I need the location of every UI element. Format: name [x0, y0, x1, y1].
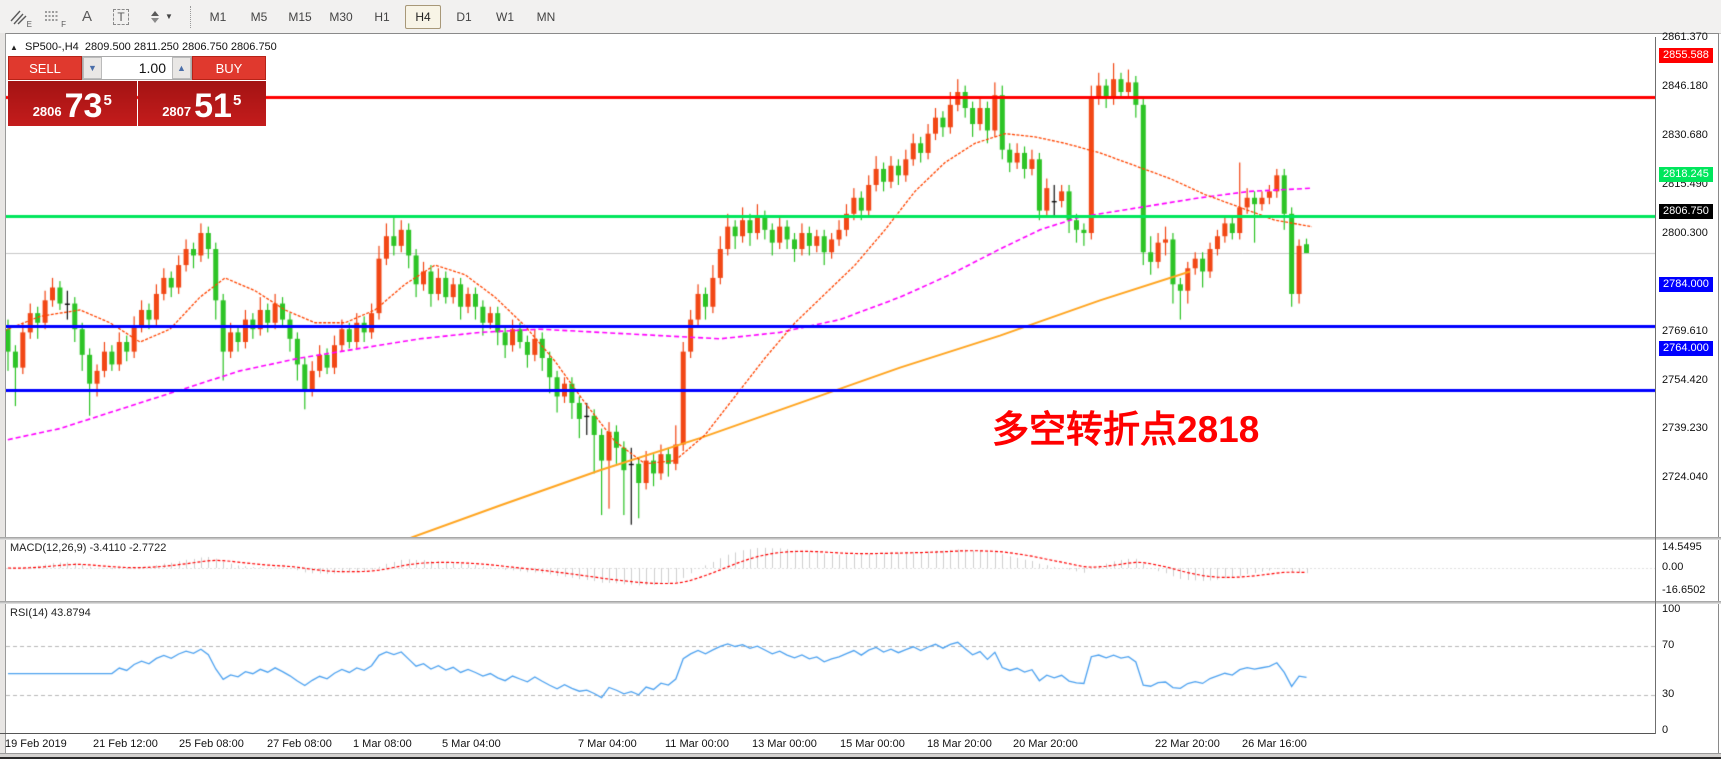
price-tick: 2769.610	[1662, 325, 1708, 338]
sell-price-prefix: 2806	[32, 104, 62, 119]
timeframe-button-m30[interactable]: M30	[329, 9, 353, 24]
date-tick: 11 Mar 00:00	[665, 738, 730, 750]
text-box-tool-button[interactable]: T	[106, 5, 136, 29]
price-tick: 2861.370	[1662, 31, 1708, 43]
price-badge: 2784.000	[1659, 276, 1713, 292]
date-tick: 21 Feb 12:00	[93, 738, 158, 750]
pane-separator-rsi[interactable]	[0, 601, 1721, 604]
macd-tick: -16.6502	[1662, 584, 1706, 597]
macd-tick: 14.5495	[1662, 540, 1702, 553]
volume-decrease-button[interactable]: ▼	[83, 57, 102, 79]
price-badge: 2764.000	[1659, 341, 1713, 357]
sell-price-display[interactable]: 2806 73 5	[8, 81, 137, 126]
timeframe-button-m5[interactable]: M5	[250, 9, 268, 24]
sell-price-sup: 5	[103, 92, 112, 109]
timeframe-button-m1[interactable]: M1	[209, 9, 227, 24]
timeframe-button-h4[interactable]: H4	[405, 4, 441, 29]
price-tick: 2846.180	[1662, 79, 1708, 92]
date-tick: 22 Mar 20:00	[1155, 738, 1220, 750]
tool-letter-e: E	[26, 19, 32, 29]
text-box-icon: T	[113, 8, 129, 25]
equidistant-channel-icon	[10, 10, 27, 24]
macd-indicator-label: MACD(12,26,9) -3.4110 -2.7722	[10, 542, 167, 554]
rsi-scale: 100 70 30 0	[1655, 603, 1721, 736]
date-tick: 18 Mar 20:00	[927, 738, 992, 750]
text-label-tool-button[interactable]: A	[72, 5, 102, 29]
timeframe-button-w1[interactable]: W1	[496, 9, 514, 24]
price-badge: 2818.245	[1659, 167, 1713, 183]
toolbar-separator	[190, 5, 192, 28]
date-tick: 20 Mar 20:00	[1013, 738, 1078, 750]
one-click-trade-panel: SELL ▼ 1.00 ▲ BUY 2806 73 5 2807 51 5	[8, 56, 266, 126]
macd-pane-canvas[interactable]	[6, 540, 1655, 601]
chart-ohlc: 2809.500 2811.250 2806.750 2806.750	[84, 41, 277, 53]
buy-button[interactable]: BUY	[192, 56, 266, 80]
rsi-pane-canvas[interactable]	[6, 604, 1655, 733]
price-tick: 2800.300	[1662, 226, 1708, 239]
fibonacci-tool-button[interactable]: F	[38, 5, 68, 29]
date-tick: 19 Feb 2019	[5, 738, 67, 750]
timeframe-buttons: M1 M5 M15 M30 H1 H4 D1 W1 MN	[200, 4, 569, 29]
window-bottom-strip	[0, 753, 1721, 759]
toolbar: E F A T ▼ M1 M5 M15 M30 H1 H4 D1 W1 MN	[0, 0, 1721, 34]
buy-price-display[interactable]: 2807 51 5	[137, 81, 266, 126]
macd-scale: 14.5495 0.00 -16.6502	[1655, 540, 1721, 601]
macd-tick: 0.00	[1662, 561, 1684, 573]
arrows-tool-button[interactable]: ▼	[140, 5, 180, 29]
price-scale[interactable]: 2861.370 2846.180 2830.680 2815.490 2800.300…	[1655, 31, 1721, 537]
price-badge: 2806.750	[1659, 204, 1713, 220]
volume-increase-button[interactable]: ▲	[172, 57, 191, 79]
sell-button[interactable]: SELL	[8, 56, 82, 80]
date-tick: 7 Mar 04:00	[578, 738, 637, 750]
rsi-tick: 30	[1662, 687, 1675, 700]
tool-letter-f: F	[61, 19, 66, 29]
one-click-panel-arrow[interactable]: ▲	[10, 43, 18, 52]
sell-price-main: 73	[64, 87, 103, 125]
buy-price-sup: 5	[232, 92, 242, 109]
date-tick: 13 Mar 00:00	[752, 738, 817, 750]
rsi-tick: 0	[1662, 724, 1669, 736]
text-label-icon: A	[81, 8, 92, 25]
timeframe-button-d1[interactable]: D1	[456, 9, 472, 24]
chevron-down-icon: ▼	[165, 12, 173, 21]
chart-window-left-border	[0, 33, 6, 755]
arrows-icon	[151, 10, 160, 23]
rsi-tick: 70	[1662, 639, 1675, 652]
price-tick: 2830.680	[1662, 129, 1708, 142]
date-tick: 1 Mar 08:00	[353, 738, 412, 750]
main-chart-canvas[interactable]	[6, 37, 1655, 537]
price-tick: 2724.040	[1662, 471, 1708, 484]
chart-title: ▲ SP500-,H4 2809.500 2811.250 2806.750 2…	[10, 41, 277, 53]
timeframe-button-h1[interactable]: H1	[374, 9, 390, 24]
date-tick: 27 Feb 08:00	[267, 738, 332, 750]
chart-text-annotation: 多空转折点2818	[992, 409, 1260, 450]
fibonacci-icon	[45, 10, 59, 21]
date-tick: 26 Mar 16:00	[1242, 738, 1307, 750]
price-tick: 2739.230	[1662, 422, 1708, 435]
equidistant-channel-tool-button[interactable]: E	[4, 5, 34, 29]
timeframe-button-mn[interactable]: MN	[536, 9, 556, 24]
volume-stepper: ▼ 1.00 ▲	[82, 56, 192, 80]
volume-input[interactable]: 1.00	[138, 60, 166, 76]
buy-price-prefix: 2807	[162, 104, 192, 119]
price-tick: 2754.420	[1662, 373, 1708, 386]
date-tick: 25 Feb 08:00	[179, 738, 244, 750]
rsi-tick: 100	[1662, 603, 1681, 615]
date-tick: 5 Mar 04:00	[442, 738, 501, 750]
date-tick: 15 Mar 00:00	[840, 738, 905, 750]
date-scale[interactable]: 19 Feb 2019 21 Feb 12:00 25 Feb 08:00 27 Fe…	[5, 736, 1655, 753]
price-badge: 2855.588	[1659, 47, 1713, 63]
pane-separator-macd[interactable]	[0, 537, 1721, 540]
timeframe-button-m15[interactable]: M15	[288, 9, 312, 24]
chart-symbol: SP500-,H4	[24, 41, 79, 53]
price-scale-border	[1655, 37, 1656, 734]
rsi-indicator-label: RSI(14) 43.8794	[10, 607, 91, 619]
buy-price-main: 51	[194, 87, 232, 125]
window-bottom-edge	[0, 757, 1721, 759]
time-axis-line	[0, 733, 1655, 734]
